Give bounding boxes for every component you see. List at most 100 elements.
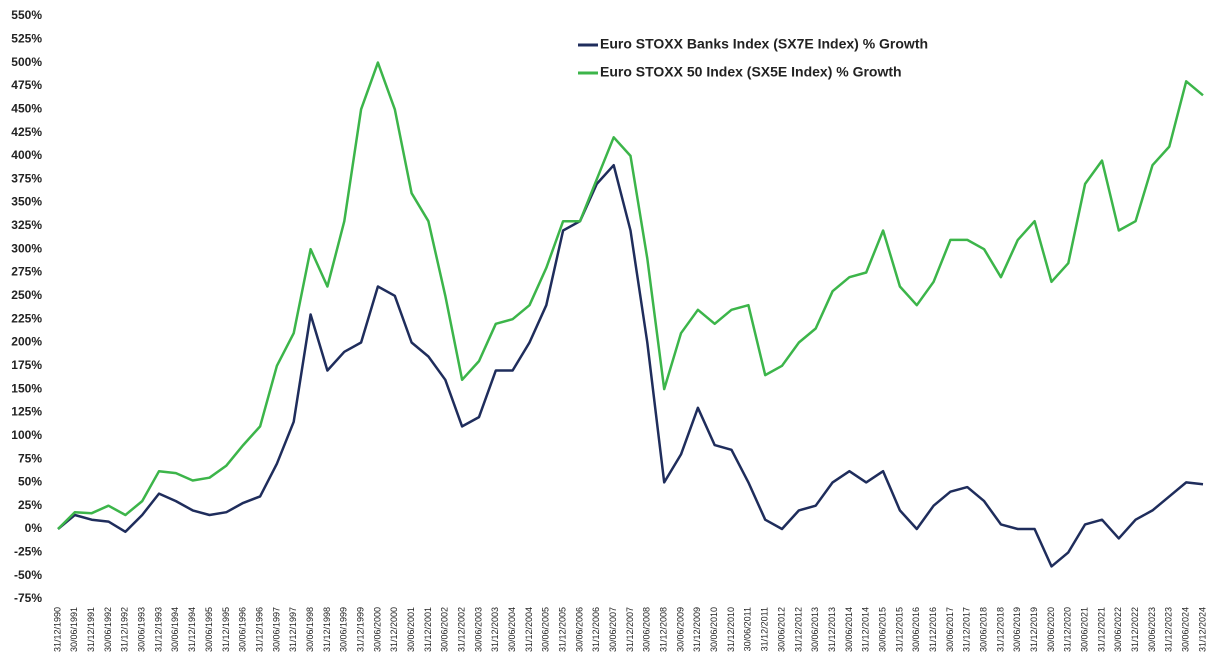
legend-label: Euro STOXX 50 Index (SX5E Index) % Growt… <box>600 64 902 80</box>
x-tick-label: 30/06/2017 <box>945 607 955 652</box>
x-tick-label: 31/12/1997 <box>288 607 298 652</box>
y-tick-label: 300% <box>11 241 42 255</box>
x-tick-label: 31/12/2017 <box>962 607 972 652</box>
legend-label: Euro STOXX Banks Index (SX7E Index) % Gr… <box>600 36 928 52</box>
y-tick-label: 25% <box>18 498 42 512</box>
x-tick-label: 31/12/2016 <box>928 607 938 652</box>
x-tick-label: 31/12/2007 <box>625 607 635 652</box>
x-tick-label: 30/06/1998 <box>305 607 315 652</box>
y-tick-label: 50% <box>18 475 42 489</box>
x-tick-label: 31/12/2014 <box>861 607 871 652</box>
y-tick-label: -25% <box>14 545 42 559</box>
x-tick-label: 30/06/2023 <box>1147 607 1157 652</box>
y-tick-label: 400% <box>11 148 42 162</box>
x-tick-label: 30/06/1999 <box>339 607 349 652</box>
y-tick-label: 550% <box>11 8 42 22</box>
x-tick-label: 31/12/1992 <box>120 607 130 652</box>
y-tick-label: 200% <box>11 335 42 349</box>
y-tick-label: 475% <box>11 78 42 92</box>
x-tick-label: 30/06/2020 <box>1046 607 1056 652</box>
y-tick-label: 325% <box>11 218 42 232</box>
x-tick-label: 31/12/2001 <box>423 607 433 652</box>
x-tick-label: 30/06/2002 <box>440 607 450 652</box>
y-tick-label: 450% <box>11 101 42 115</box>
x-tick-label: 30/06/2000 <box>372 607 382 652</box>
x-tick-label: 31/12/2004 <box>524 607 534 652</box>
y-tick-label: 425% <box>11 125 42 139</box>
x-tick-label: 30/06/1994 <box>170 607 180 652</box>
x-tick-label: 30/06/2022 <box>1113 607 1123 652</box>
x-tick-label: 30/06/2006 <box>574 607 584 652</box>
y-tick-label: 100% <box>11 428 42 442</box>
x-tick-label: 31/12/2006 <box>591 607 601 652</box>
x-tick-label: 31/12/2021 <box>1096 607 1106 652</box>
y-tick-label: 525% <box>11 31 42 45</box>
x-tick-label: 30/06/1997 <box>271 607 281 652</box>
x-tick-label: 31/12/2010 <box>726 607 736 652</box>
x-tick-label: 31/12/1999 <box>355 607 365 652</box>
x-tick-label: 30/06/2011 <box>743 607 753 651</box>
x-tick-label: 30/06/2008 <box>642 607 652 652</box>
x-tick-label: 30/06/2018 <box>978 607 988 652</box>
x-tick-label: 30/06/1991 <box>69 607 79 652</box>
x-tick-label: 30/06/2009 <box>675 607 685 652</box>
x-tick-label: 31/12/2022 <box>1130 607 1140 652</box>
x-tick-label: 31/12/2000 <box>389 607 399 652</box>
y-tick-label: 175% <box>11 358 42 372</box>
x-tick-label: 30/06/2016 <box>911 607 921 652</box>
x-tick-label: 30/06/2019 <box>1012 607 1022 652</box>
x-tick-label: 30/06/2003 <box>473 607 483 652</box>
x-tick-label: 30/06/2005 <box>541 607 551 652</box>
x-tick-label: 30/06/2001 <box>406 607 416 652</box>
x-tick-label: 31/12/1998 <box>322 607 332 652</box>
y-tick-label: -50% <box>14 568 42 582</box>
y-tick-label: 125% <box>11 405 42 419</box>
x-tick-label: 31/12/1996 <box>254 607 264 652</box>
x-tick-label: 30/06/1993 <box>137 607 147 652</box>
x-tick-label: 31/12/1991 <box>86 607 96 652</box>
y-tick-label: 150% <box>11 381 42 395</box>
x-tick-label: 30/06/1996 <box>238 607 248 652</box>
x-tick-label: 30/06/1992 <box>103 607 113 652</box>
x-tick-label: 31/12/2019 <box>1029 607 1039 652</box>
x-tick-label: 31/12/1994 <box>187 607 197 652</box>
x-tick-label: 31/12/2013 <box>827 607 837 652</box>
x-tick-label: 30/06/2012 <box>776 607 786 652</box>
x-tick-label: 31/12/2023 <box>1164 607 1174 652</box>
x-tick-label: 30/06/2024 <box>1181 607 1191 652</box>
x-tick-label: 31/12/1995 <box>221 607 231 652</box>
y-tick-label: 250% <box>11 288 42 302</box>
y-tick-label: 0% <box>25 521 43 535</box>
x-tick-label: 31/12/1993 <box>153 607 163 652</box>
x-tick-label: 31/12/2011 <box>760 607 770 651</box>
x-tick-label: 31/12/2005 <box>558 607 568 652</box>
y-tick-label: 375% <box>11 171 42 185</box>
x-tick-label: 31/12/2009 <box>692 607 702 652</box>
x-tick-label: 30/06/2015 <box>877 607 887 652</box>
y-tick-label: 225% <box>11 311 42 325</box>
series-line <box>57 61 1204 530</box>
x-tick-label: 30/06/2007 <box>608 607 618 652</box>
x-tick-label: 31/12/2024 <box>1197 607 1207 652</box>
x-tick-label: 30/06/2013 <box>810 607 820 652</box>
x-tick-label: 30/06/1995 <box>204 607 214 652</box>
x-tick-label: 30/06/2004 <box>507 607 517 652</box>
x-tick-label: 31/12/2018 <box>995 607 1005 652</box>
x-tick-label: 31/12/2003 <box>490 607 500 652</box>
x-tick-label: 30/06/2014 <box>844 607 854 652</box>
x-tick-label: 30/06/2010 <box>709 607 719 652</box>
y-tick-label: 350% <box>11 195 42 209</box>
y-tick-label: 75% <box>18 451 42 465</box>
x-tick-label: 31/12/2008 <box>659 607 669 652</box>
x-tick-label: 31/12/1990 <box>52 607 62 652</box>
y-tick-label: 500% <box>11 55 42 69</box>
x-tick-label: 31/12/2020 <box>1063 607 1073 652</box>
x-tick-label: 30/06/2021 <box>1080 607 1090 652</box>
x-tick-label: 31/12/2015 <box>894 607 904 652</box>
x-tick-label: 31/12/2002 <box>456 607 466 652</box>
x-tick-label: 31/12/2012 <box>793 607 803 652</box>
y-tick-label: 275% <box>11 265 42 279</box>
series-line <box>57 163 1204 568</box>
y-tick-label: -75% <box>14 591 42 605</box>
